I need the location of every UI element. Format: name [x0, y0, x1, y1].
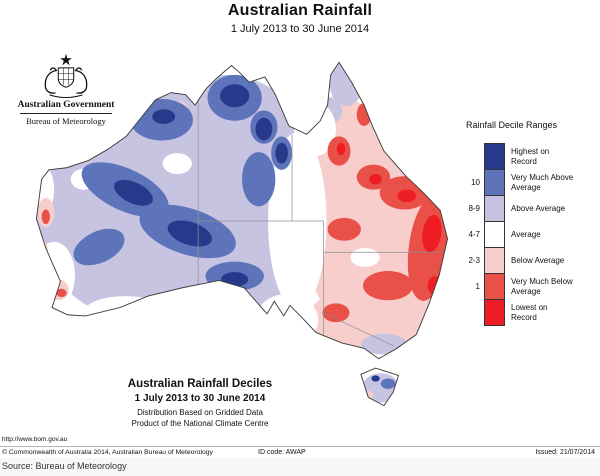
map-caption-period: 1 July 2013 to 30 June 2014	[134, 393, 266, 404]
map-caption-block: Australian Rainfall Deciles 1 July 2013 …	[55, 378, 345, 430]
page-subtitle: 1 July 2013 to 30 June 2014	[230, 23, 370, 35]
legend-label: Average	[511, 229, 541, 239]
coat-of-arms-icon	[44, 53, 88, 98]
legend-item: Highest on Record	[464, 143, 582, 170]
legend-decile-range: 8-9	[468, 204, 480, 213]
legend-label: Very Much Below Average	[511, 277, 573, 296]
source-caption: Source: Bureau of Meteorology	[2, 461, 127, 471]
id-code-text: ID code: AWAP	[258, 449, 306, 456]
department-label: Bureau of Meteorology	[26, 116, 106, 126]
issued-date-text: Issued: 21/07/2014	[535, 449, 595, 456]
legend-item: 1 Very Much Below Average	[464, 273, 582, 300]
legend-item: 10 Very Much Above Average	[464, 169, 582, 196]
source-caption-strip	[0, 458, 600, 476]
legend-label: Highest on Record	[511, 147, 550, 166]
legend-decile-range: 4-7	[468, 230, 480, 239]
legend-item: 4-7 Average	[464, 221, 582, 248]
legend-label: Lowest on Record	[511, 303, 548, 322]
legend-decile-range: 1	[475, 282, 480, 291]
legend: Rainfall Decile Ranges Highest on Record…	[464, 120, 582, 326]
state-borders	[197, 99, 442, 347]
legend-decile-range: 2-3	[468, 256, 480, 265]
highest-on-record-regions	[114, 84, 380, 382]
bom-logo: Australian Government Bureau of Meteorol…	[14, 52, 118, 126]
legend-label: Very Much Above Average	[511, 173, 574, 192]
legend-title: Rainfall Decile Ranges	[466, 120, 558, 130]
government-label: Australian Government	[17, 100, 115, 110]
bom-url: http://www.bom.gov.au	[2, 436, 68, 443]
legend-color-swatch	[484, 273, 505, 300]
page-title: Australian Rainfall	[227, 2, 373, 19]
legend-label: Above Average	[511, 203, 566, 213]
legend-item: Lowest on Record	[464, 299, 582, 326]
legend-color-swatch	[484, 221, 505, 248]
map-caption-note-2: Product of the National Climate Centre	[131, 418, 269, 428]
logo-divider	[20, 113, 112, 114]
legend-color-swatch	[484, 143, 505, 170]
legend-item: 2-3 Below Average	[464, 247, 582, 274]
copyright-text: © Commonwealth of Australia 2014, Austra…	[2, 449, 213, 456]
legend-color-swatch	[484, 299, 505, 326]
australia-rainfall-map	[35, 61, 449, 407]
coastline	[35, 61, 449, 407]
legend-decile-range: 10	[471, 178, 480, 187]
decile-regions	[36, 62, 448, 406]
legend-item: 8-9 Above Average	[464, 195, 582, 222]
legend-label: Below Average	[511, 255, 565, 265]
legend-color-swatch	[484, 195, 505, 222]
footer-divider	[0, 446, 600, 447]
legend-color-swatch	[484, 169, 505, 196]
legend-items: Highest on Record 10 Very Much Above Avera…	[464, 143, 582, 326]
legend-color-swatch	[484, 247, 505, 274]
map-caption-note-1: Distribution Based on Gridded Data	[137, 408, 263, 417]
map-caption-title: Australian Rainfall Deciles	[127, 378, 273, 390]
